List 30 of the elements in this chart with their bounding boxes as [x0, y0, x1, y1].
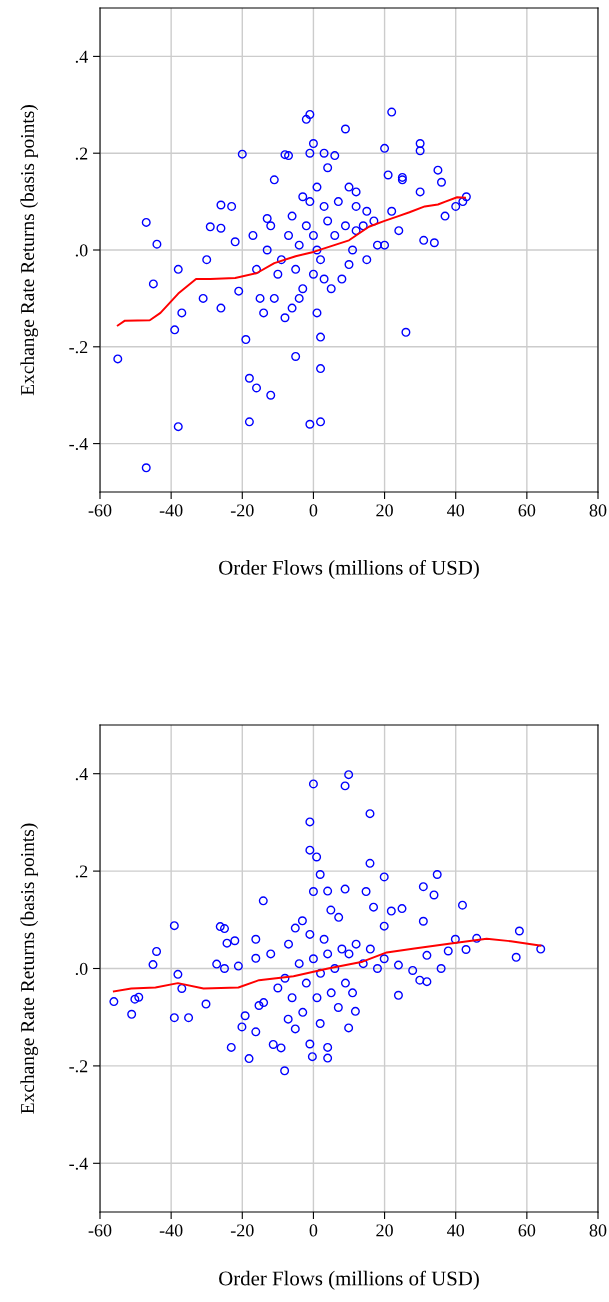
y-axis-title: Exchange Rate Returns (basis points)	[20, 105, 39, 396]
y-tick-label: -.4	[69, 437, 88, 451]
x-tick-label: -60	[88, 504, 112, 517]
x-axis-title: Order Flows (millions of USD)	[219, 1270, 479, 1290]
x-axis-title: Order Flows (millions of USD)	[219, 559, 479, 579]
x-tick-label: 0	[309, 1224, 318, 1237]
x-tick-label: 20	[376, 504, 393, 517]
y-tick-label: .2	[75, 865, 88, 878]
x-tick-label: -60	[88, 1224, 112, 1237]
x-tick-label: 60	[518, 504, 536, 517]
y-tick-label: -.4	[69, 1157, 88, 1170]
y-tick-label: .0	[75, 244, 88, 257]
x-tick-label: 40	[447, 504, 465, 517]
x-tick-label: -20	[230, 1224, 254, 1237]
x-tick-label: 20	[376, 1224, 393, 1237]
y-tick-label: .0	[75, 962, 88, 976]
y-tick-label: -.2	[69, 1060, 88, 1073]
x-tick-label: 80	[589, 1224, 607, 1237]
x-tick-label: -40	[159, 1224, 183, 1237]
x-tick-label: 60	[518, 1224, 536, 1237]
x-tick-label: 80	[589, 504, 607, 517]
y-tick-label: -.2	[69, 341, 88, 354]
y-tick-label: .4	[75, 50, 88, 63]
x-tick-label: -40	[159, 504, 183, 517]
y-tick-label: .4	[75, 768, 88, 781]
x-tick-label: 0	[309, 504, 318, 517]
x-tick-label: -20	[230, 504, 254, 517]
y-tick-label: .2	[75, 147, 88, 160]
x-tick-label: 40	[447, 1224, 465, 1237]
y-axis-title: Exchange Rate Returns (basis points)	[20, 823, 39, 1114]
